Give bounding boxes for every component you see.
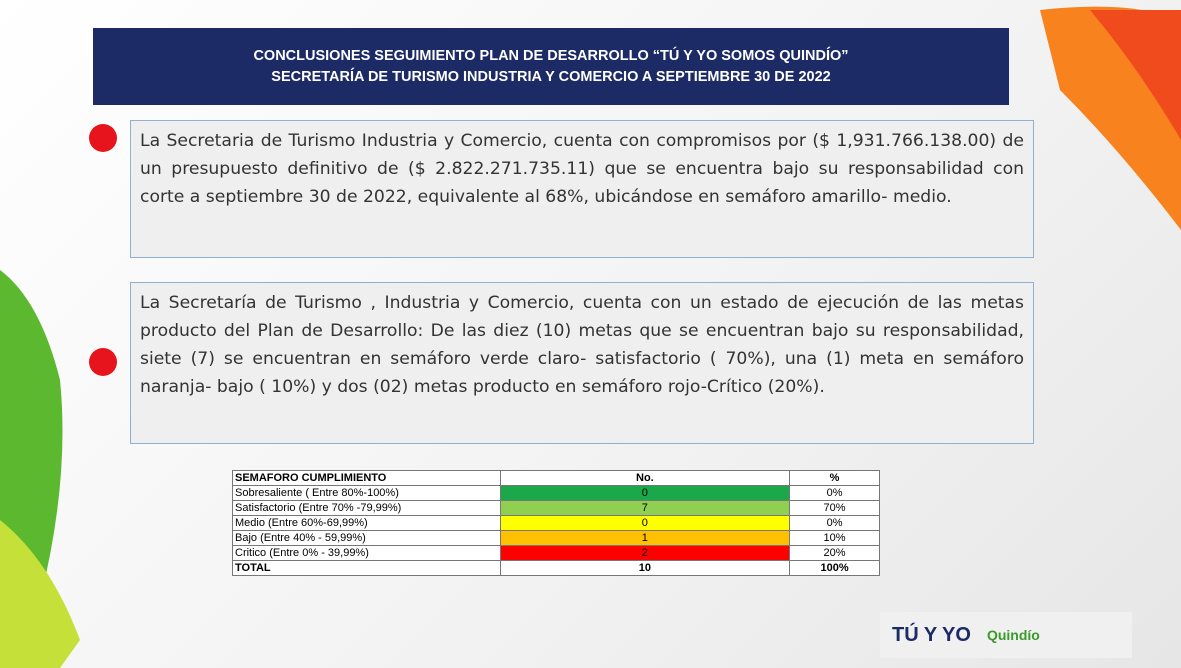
cell: Bajo (Entre 40% - 59,99%) (232, 530, 501, 546)
cell: 1 (499, 530, 791, 546)
cell: Medio (Entre 60%-69,99%) (232, 515, 501, 531)
row: Bajo (Entre 40% - 59,99%) 1 10% (232, 530, 880, 546)
cell: Sobresaliente ( Entre 80%-100%) (232, 485, 501, 501)
paragraph: La Secretaria de Turismo Industria y Com… (130, 120, 1034, 258)
cell: 10 (499, 560, 791, 576)
bullet (89, 124, 117, 152)
table-header: SEMAFORO CUMPLIMIENTO No.% (232, 470, 880, 486)
cell: 2 (499, 545, 791, 561)
cell: 0 (499, 515, 791, 531)
logo: TÚ Y YO (892, 623, 971, 646)
row: Satisfactorio (Entre 70% -79,99%) 7 70% (232, 500, 880, 516)
cell: 100% (789, 560, 880, 576)
cell: 20% (789, 545, 880, 561)
title: CONCLUSIONES SEGUIMIENTO PLAN DE DESARRO… (253, 47, 849, 64)
cell: 0 (499, 485, 791, 501)
cell: 0% (789, 485, 880, 501)
cell: 7 (499, 500, 791, 516)
green-shape (0, 520, 80, 668)
bullet (89, 348, 117, 376)
paragraph: La Secretaría de Turismo , Industria y C… (130, 282, 1034, 444)
cell: Critico (Entre 0% - 39,99%) (232, 545, 501, 561)
logos: TÚ Y YO Quindío (880, 612, 1132, 658)
row: Medio (Entre 60%-69,99%) 0 0% (232, 515, 880, 531)
cell: 0% (789, 515, 880, 531)
cell: SEMAFORO CUMPLIMIENTO (232, 470, 501, 486)
orange-shape (1090, 10, 1181, 140)
cell: 10% (789, 530, 880, 546)
title: SECRETARÍA DE TURISMO INDUSTRIA Y COMERC… (271, 68, 831, 85)
header: CONCLUSIONES SEGUIMIENTO PLAN DE DESARRO… (93, 28, 1009, 105)
cell: TOTAL (232, 560, 501, 576)
logo: Quindío (986, 627, 1040, 643)
row: Sobresaliente ( Entre 80%-100%) 0 0% (232, 485, 880, 501)
table: SEMAFORO CUMPLIMIENTO No.% Sobresaliente … (232, 470, 880, 576)
row: Critico (Entre 0% - 39,99%) 2 20% (232, 545, 880, 561)
cell: % (789, 470, 880, 486)
total-row: TOTAL 10 100% (232, 560, 880, 576)
cell: Satisfactorio (Entre 70% -79,99%) (232, 500, 501, 516)
cell: No. (499, 470, 791, 486)
cell: 70% (789, 500, 880, 516)
